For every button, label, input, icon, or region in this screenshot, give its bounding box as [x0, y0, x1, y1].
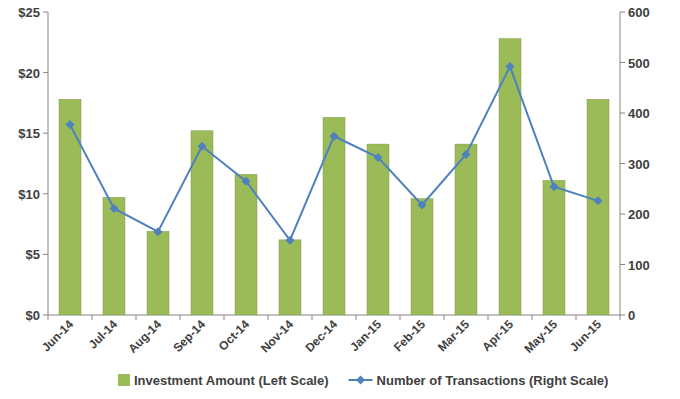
y2-tick [620, 113, 625, 114]
x-tick-label: May-15 [521, 317, 560, 356]
y2-tick-label: 100 [628, 258, 650, 273]
y2-tick [620, 315, 625, 316]
x-tick [356, 315, 357, 320]
x-tick [268, 315, 269, 320]
y-tick-label: $0 [26, 308, 40, 323]
y-tick [43, 315, 48, 316]
y-tick-label: $25 [18, 5, 40, 20]
x-tick-label: Oct-14 [216, 317, 253, 354]
y-tick [43, 254, 48, 255]
x-tick [312, 315, 313, 320]
marker [286, 236, 295, 245]
y-tick [43, 72, 48, 73]
x-tick [620, 315, 621, 320]
y-axis-line [48, 12, 49, 315]
bar [103, 197, 125, 315]
x-tick-label: Mar-15 [435, 317, 472, 354]
plot-marks [59, 39, 609, 315]
marker [462, 150, 471, 159]
x-tick [400, 315, 401, 320]
x-tick [576, 315, 577, 320]
y2-tick-label: 300 [628, 157, 650, 172]
legend-swatch [118, 374, 130, 386]
y2-tick [620, 62, 625, 63]
y2-tick [620, 163, 625, 164]
y2-tick [620, 12, 625, 13]
x-tick-label: Nov-14 [258, 317, 296, 355]
y2-tick [620, 264, 625, 265]
x-tick-label: Apr-15 [479, 317, 516, 354]
bar [367, 144, 389, 315]
y2-tick-label: 400 [628, 106, 650, 121]
marker [66, 120, 75, 129]
x-tick-label: Jun-15 [567, 317, 604, 354]
marker [506, 62, 515, 71]
legend-label: Number of Transactions (Right Scale) [377, 373, 609, 388]
bar [543, 180, 565, 315]
marker [418, 200, 427, 209]
x-tick [180, 315, 181, 320]
x-tick [224, 315, 225, 320]
y-tick [43, 193, 48, 194]
line [70, 67, 598, 241]
chart: $0 $5 $10 $15 $20 $25 0 100 200 300 400 500 600 Jun-1… [0, 0, 680, 399]
y-tick-label: $5 [26, 247, 40, 262]
y2-tick-label: 600 [628, 5, 650, 20]
x-tick-label: Jan-15 [347, 317, 384, 354]
y-tick [43, 133, 48, 134]
marker [242, 177, 251, 186]
bar [455, 144, 477, 315]
marker [374, 153, 383, 162]
x-tick-label: Aug-14 [125, 317, 164, 356]
y2-tick-label: 0 [628, 308, 635, 323]
bar [147, 231, 169, 315]
bar [59, 99, 81, 315]
x-tick [136, 315, 137, 320]
marker [550, 182, 559, 191]
x-tick-label: Feb-15 [391, 317, 428, 354]
bar [191, 131, 213, 315]
bar [279, 240, 301, 315]
x-tick-label: Sep-14 [170, 317, 208, 355]
marker [198, 142, 207, 151]
x-tick-label: Jul-14 [86, 317, 121, 352]
bar [587, 99, 609, 315]
legend-marker [356, 376, 365, 385]
bar [323, 117, 345, 315]
y-tick-label: $15 [18, 126, 40, 141]
bar [411, 199, 433, 315]
y2-tick [620, 214, 625, 215]
legend-label: Investment Amount (Left Scale) [134, 373, 329, 388]
x-tick [92, 315, 93, 320]
x-tick [488, 315, 489, 320]
marker [110, 204, 119, 213]
x-tick-label: Jun-14 [39, 317, 76, 354]
y-tick-label: $10 [18, 187, 40, 202]
y2-tick-label: 500 [628, 56, 650, 71]
y-tick [43, 12, 48, 13]
x-tick-label: Dec-14 [302, 317, 340, 355]
marker [154, 227, 163, 236]
x-tick [444, 315, 445, 320]
x-tick [48, 315, 49, 320]
x-tick [532, 315, 533, 320]
marker [594, 196, 603, 205]
marker [330, 132, 339, 141]
y-tick-label: $20 [18, 66, 40, 81]
legend: Investment Amount (Left Scale) Number of … [118, 373, 608, 388]
y2-tick-label: 200 [628, 207, 650, 222]
bar [235, 174, 257, 315]
